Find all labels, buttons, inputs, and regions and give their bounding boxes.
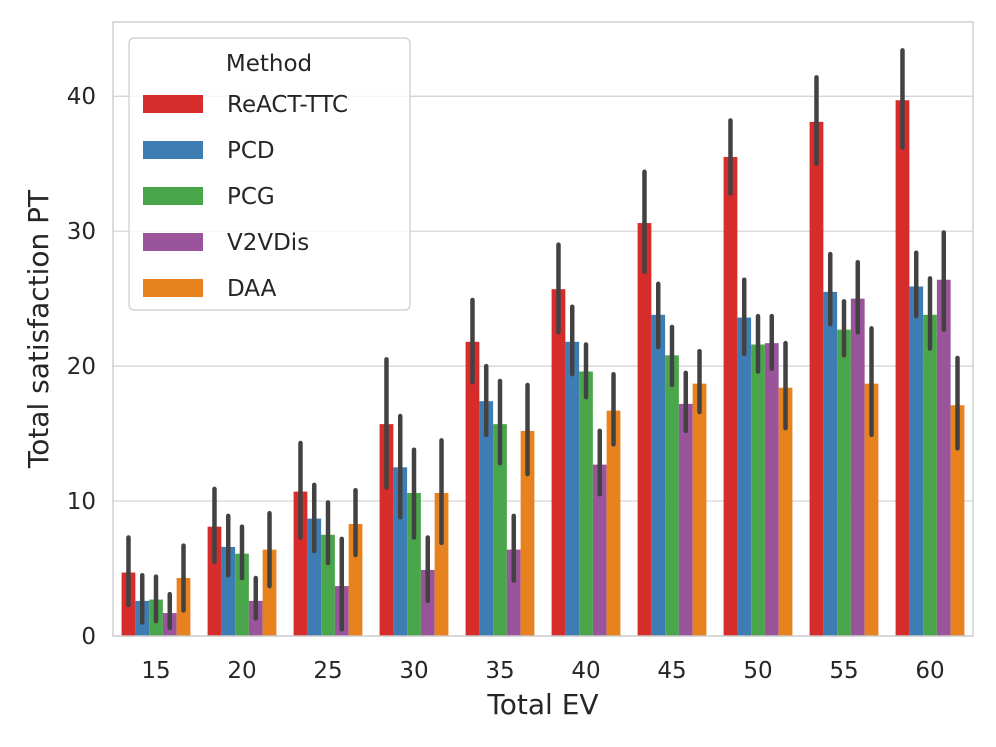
bar-pcd-40 [565, 341, 580, 636]
y-tick-label: 30 [67, 219, 96, 245]
bar-v2vdis-40 [592, 464, 607, 636]
bar-react-ttc-55 [809, 121, 824, 637]
bar-pcg-25 [321, 534, 335, 636]
legend-label: ReACT-TTC [227, 92, 348, 118]
x-tick-label: 40 [571, 658, 600, 684]
bar-v2vdis-55 [850, 298, 865, 636]
bar-v2vdis-50 [764, 343, 779, 636]
bar-pcd-50 [737, 317, 752, 636]
bar-daa-60 [950, 405, 965, 636]
bar-react-ttc-50 [723, 156, 738, 636]
bar-daa-25 [348, 523, 363, 636]
error-bars [126, 48, 960, 632]
bar-v2vdis-45 [678, 403, 693, 636]
legend-label: PCD [227, 138, 275, 164]
bar-react-ttc-45 [637, 223, 652, 637]
bar-v2vdis-60 [936, 279, 951, 636]
legend-swatch [143, 141, 203, 159]
bar-pcg-30 [407, 492, 421, 636]
bar-pcd-20 [221, 546, 236, 636]
x-axis-title: Total EV [486, 688, 598, 721]
bar-react-ttc-60 [895, 100, 910, 637]
bar-pcd-35 [479, 401, 494, 636]
bar-react-ttc-30 [379, 424, 394, 636]
x-tick-label: 15 [141, 658, 170, 684]
legend-label: PCG [227, 184, 275, 210]
bar-v2vdis-35 [506, 549, 521, 636]
bar-pcg-50 [751, 344, 765, 636]
legend-swatch [143, 233, 203, 251]
legend: Method ReACT-TTC PCD PCG V2VDis DAA [128, 37, 411, 311]
x-axis-ticks: 15 20 25 30 35 40 45 50 55 60 [141, 658, 944, 684]
x-tick-label: 60 [915, 658, 944, 684]
legend-frame [128, 37, 411, 311]
bar-daa-55 [864, 383, 879, 636]
bar-react-ttc-40 [551, 289, 566, 636]
bar-react-ttc-35 [465, 341, 480, 636]
x-tick-label: 45 [657, 658, 686, 684]
bar-daa-40 [606, 410, 621, 636]
x-tick-label: 55 [829, 658, 858, 684]
x-tick-label: 35 [485, 658, 514, 684]
legend-label: DAA [227, 276, 277, 302]
legend-swatch [143, 95, 203, 113]
bar-pcg-40 [579, 371, 593, 636]
bar-pcg-60 [923, 314, 937, 636]
y-tick-label: 0 [81, 624, 96, 650]
bar-pcg-35 [493, 424, 507, 636]
legend-label: V2VDis [227, 230, 309, 256]
bar-daa-45 [692, 383, 707, 636]
bar-daa-35 [520, 430, 535, 636]
bar-pcd-60 [909, 286, 924, 636]
bar-pcg-20 [235, 553, 249, 636]
bar-pcd-45 [651, 314, 666, 636]
x-tick-label: 20 [227, 658, 256, 684]
legend-items: ReACT-TTC PCD PCG V2VDis DAA [143, 92, 348, 302]
bar-pcg-45 [665, 355, 679, 636]
bar-pcd-30 [393, 467, 408, 636]
bar-daa-20 [262, 549, 277, 636]
x-tick-label: 25 [313, 658, 342, 684]
bar-pcd-25 [307, 518, 322, 636]
bar-pcg-55 [837, 329, 851, 636]
x-tick-label: 50 [743, 658, 772, 684]
bar-daa-50 [778, 387, 793, 636]
y-tick-label: 40 [67, 84, 96, 110]
bar-react-ttc-20 [207, 526, 222, 636]
y-axis-ticks: 0 10 20 30 40 [67, 84, 96, 650]
bar-daa-30 [434, 492, 449, 636]
legend-swatch [143, 279, 203, 297]
plot-frame [112, 21, 974, 637]
legend-swatch [143, 187, 203, 205]
x-tick-label: 30 [399, 658, 428, 684]
y-tick-label: 10 [67, 489, 96, 515]
bar-react-ttc-25 [293, 491, 308, 636]
bars [121, 100, 965, 637]
y-axis-title: Total satisfaction PT [22, 189, 55, 469]
y-tick-label: 20 [67, 354, 96, 380]
bar-pcd-55 [823, 291, 838, 636]
legend-title: Method [226, 51, 312, 77]
